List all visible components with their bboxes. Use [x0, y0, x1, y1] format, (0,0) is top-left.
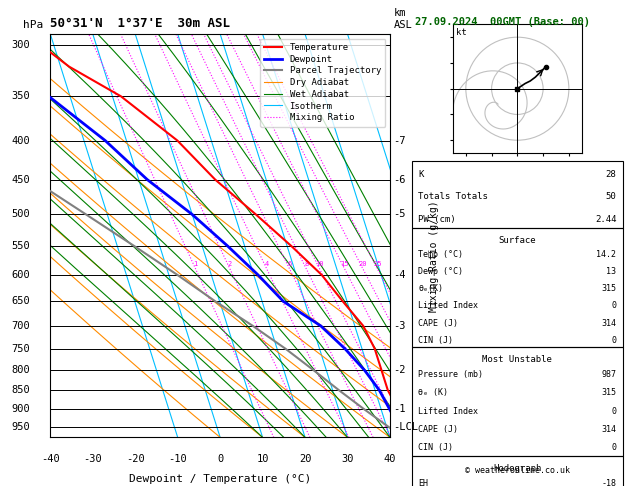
- Text: θₑ (K): θₑ (K): [418, 388, 448, 397]
- Text: 314: 314: [601, 319, 616, 328]
- Text: 27.09.2024  00GMT (Base: 00): 27.09.2024 00GMT (Base: 00): [415, 17, 590, 27]
- Text: -LCL: -LCL: [393, 422, 418, 432]
- Text: 20: 20: [299, 453, 311, 464]
- Text: © weatheronline.co.uk: © weatheronline.co.uk: [465, 466, 570, 475]
- Text: 8: 8: [304, 261, 309, 267]
- Text: hPa: hPa: [23, 20, 43, 30]
- Text: 28: 28: [606, 170, 616, 179]
- Text: 900: 900: [11, 404, 30, 414]
- Text: 4: 4: [265, 261, 269, 267]
- Text: -30: -30: [84, 453, 102, 464]
- Text: km
ASL: km ASL: [393, 8, 412, 30]
- Text: Dewpoint / Temperature (°C): Dewpoint / Temperature (°C): [129, 474, 311, 484]
- Text: 10: 10: [316, 261, 324, 267]
- Text: 650: 650: [11, 296, 30, 306]
- Text: 0: 0: [611, 301, 616, 311]
- Text: 850: 850: [11, 385, 30, 395]
- Text: θₑ(K): θₑ(K): [418, 284, 443, 293]
- Text: CAPE (J): CAPE (J): [418, 425, 459, 434]
- Text: -3: -3: [393, 321, 406, 331]
- Text: PW (cm): PW (cm): [418, 215, 456, 224]
- Text: 0: 0: [611, 336, 616, 345]
- Text: Surface: Surface: [499, 236, 536, 245]
- Text: 0: 0: [611, 406, 616, 416]
- Text: -4: -4: [393, 270, 406, 280]
- Text: 40: 40: [384, 453, 396, 464]
- Text: 0: 0: [611, 443, 616, 452]
- Text: 2: 2: [228, 261, 232, 267]
- Text: 750: 750: [11, 344, 30, 354]
- Text: 10: 10: [257, 453, 269, 464]
- Text: 20: 20: [359, 261, 367, 267]
- Text: 987: 987: [601, 369, 616, 379]
- Text: K: K: [418, 170, 424, 179]
- Legend: Temperature, Dewpoint, Parcel Trajectory, Dry Adiabat, Wet Adiabat, Isotherm, Mi: Temperature, Dewpoint, Parcel Trajectory…: [260, 38, 386, 127]
- Text: 30: 30: [342, 453, 353, 464]
- Text: Hodograph: Hodograph: [493, 464, 542, 472]
- Text: 300: 300: [11, 40, 30, 50]
- Text: CIN (J): CIN (J): [418, 336, 454, 345]
- Text: 700: 700: [11, 321, 30, 331]
- Text: 13: 13: [606, 267, 616, 276]
- Text: CIN (J): CIN (J): [418, 443, 454, 452]
- Text: 6: 6: [287, 261, 292, 267]
- Text: 950: 950: [11, 422, 30, 432]
- Text: kt: kt: [455, 28, 466, 37]
- Text: Lifted Index: Lifted Index: [418, 406, 478, 416]
- Text: 314: 314: [601, 425, 616, 434]
- Text: -7: -7: [393, 136, 406, 145]
- Text: Lifted Index: Lifted Index: [418, 301, 478, 311]
- Text: -18: -18: [601, 479, 616, 486]
- Text: 600: 600: [11, 270, 30, 280]
- Text: 1: 1: [194, 261, 198, 267]
- Text: -40: -40: [41, 453, 60, 464]
- Text: Most Unstable: Most Unstable: [482, 355, 552, 364]
- Text: 315: 315: [601, 388, 616, 397]
- Text: -20: -20: [126, 453, 145, 464]
- Text: Pressure (mb): Pressure (mb): [418, 369, 483, 379]
- Text: Temp (°C): Temp (°C): [418, 250, 464, 259]
- Text: 0: 0: [217, 453, 223, 464]
- Text: 400: 400: [11, 136, 30, 145]
- Text: EH: EH: [418, 479, 428, 486]
- Text: -2: -2: [393, 365, 406, 375]
- Text: -6: -6: [393, 174, 406, 185]
- Text: -1: -1: [393, 404, 406, 414]
- Text: -5: -5: [393, 209, 406, 220]
- Text: Mixing Ratio (g/kg): Mixing Ratio (g/kg): [429, 200, 439, 312]
- Text: 315: 315: [601, 284, 616, 293]
- Text: 2.44: 2.44: [595, 215, 616, 224]
- Text: 14.2: 14.2: [596, 250, 616, 259]
- Text: 50°31'N  1°37'E  30m ASL: 50°31'N 1°37'E 30m ASL: [50, 17, 230, 30]
- Text: 25: 25: [374, 261, 382, 267]
- Text: Dewp (°C): Dewp (°C): [418, 267, 464, 276]
- Text: -10: -10: [169, 453, 187, 464]
- Text: 50: 50: [606, 192, 616, 201]
- Text: 15: 15: [340, 261, 349, 267]
- Text: Totals Totals: Totals Totals: [418, 192, 488, 201]
- Text: 350: 350: [11, 91, 30, 101]
- Text: 500: 500: [11, 209, 30, 220]
- Text: 800: 800: [11, 365, 30, 375]
- Text: 550: 550: [11, 241, 30, 251]
- Text: 450: 450: [11, 174, 30, 185]
- Text: CAPE (J): CAPE (J): [418, 319, 459, 328]
